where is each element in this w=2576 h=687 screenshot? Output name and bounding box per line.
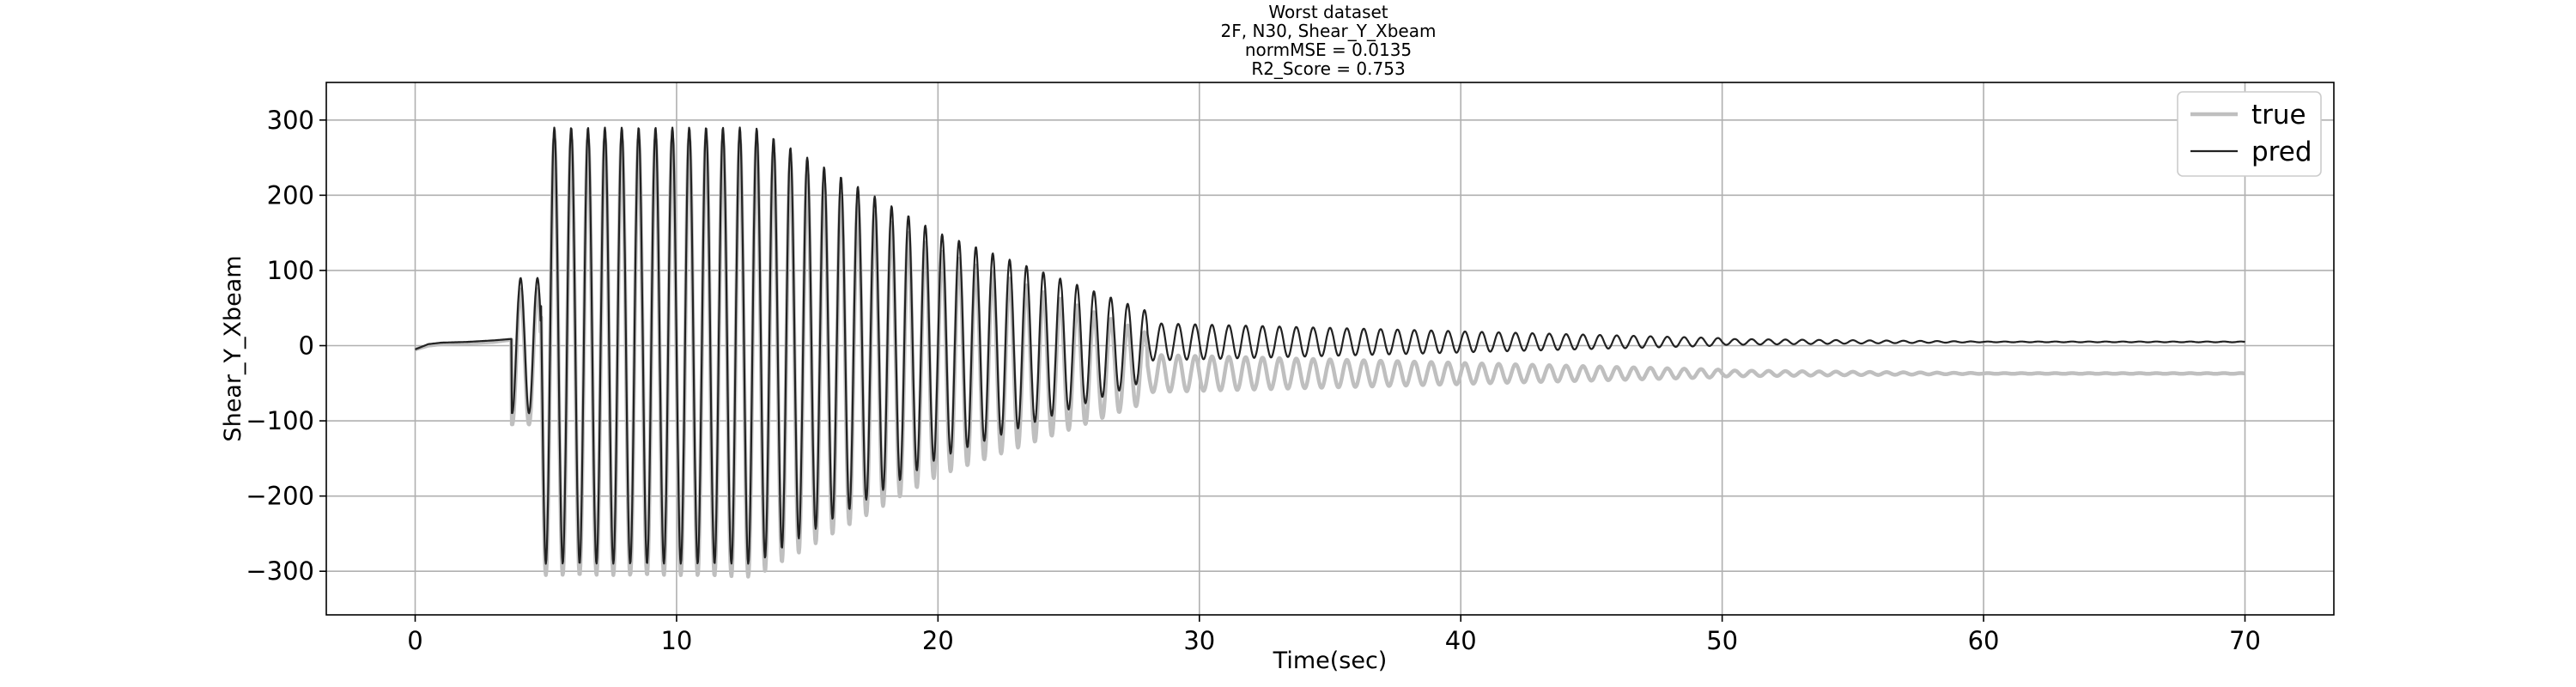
legend-label-true: true [2251, 100, 2306, 131]
title-line: normMSE = 0.0135 [1245, 40, 1412, 60]
y-tick-label: −200 [246, 482, 314, 511]
x-tick-label: 70 [2229, 626, 2261, 655]
x-tick-label: 60 [1968, 626, 2000, 655]
legend: true pred [2177, 91, 2322, 177]
series-lines [413, 126, 2247, 579]
x-tick-label: 30 [1183, 626, 1215, 655]
ticks: 0 10 20 30 40 50 60 70 −300 −200 −100 0 100 200 300 [246, 106, 2261, 655]
x-tick-label: 40 [1445, 626, 1477, 655]
x-tick-label: 10 [660, 626, 692, 655]
y-tick-label: −300 [246, 556, 314, 586]
y-tick-label: 0 [299, 331, 314, 360]
axes [325, 82, 2335, 616]
title-line: R2_Score = 0.753 [1251, 58, 1405, 79]
y-tick-label: 100 [267, 256, 314, 285]
plot-frame [325, 82, 2335, 616]
series-line-true [413, 137, 2247, 579]
title-line: Worst dataset [1268, 2, 1388, 22]
x-tick-label: 50 [1706, 626, 1738, 655]
y-axis-label: Shear_Y_Xbeam [220, 255, 246, 441]
legend-label-pred: pred [2251, 137, 2312, 167]
y-tick-label: −100 [246, 406, 314, 435]
x-tick-label: 0 [407, 626, 422, 655]
x-axis-label: Time(sec) [1273, 647, 1388, 674]
y-tick-label: 300 [267, 106, 314, 135]
title-line: 2F, N30, Shear_Y_Xbeam [1221, 21, 1437, 41]
x-tick-label: 20 [922, 626, 954, 655]
series-line-pred [415, 126, 2245, 565]
y-tick-label: 200 [267, 180, 314, 210]
